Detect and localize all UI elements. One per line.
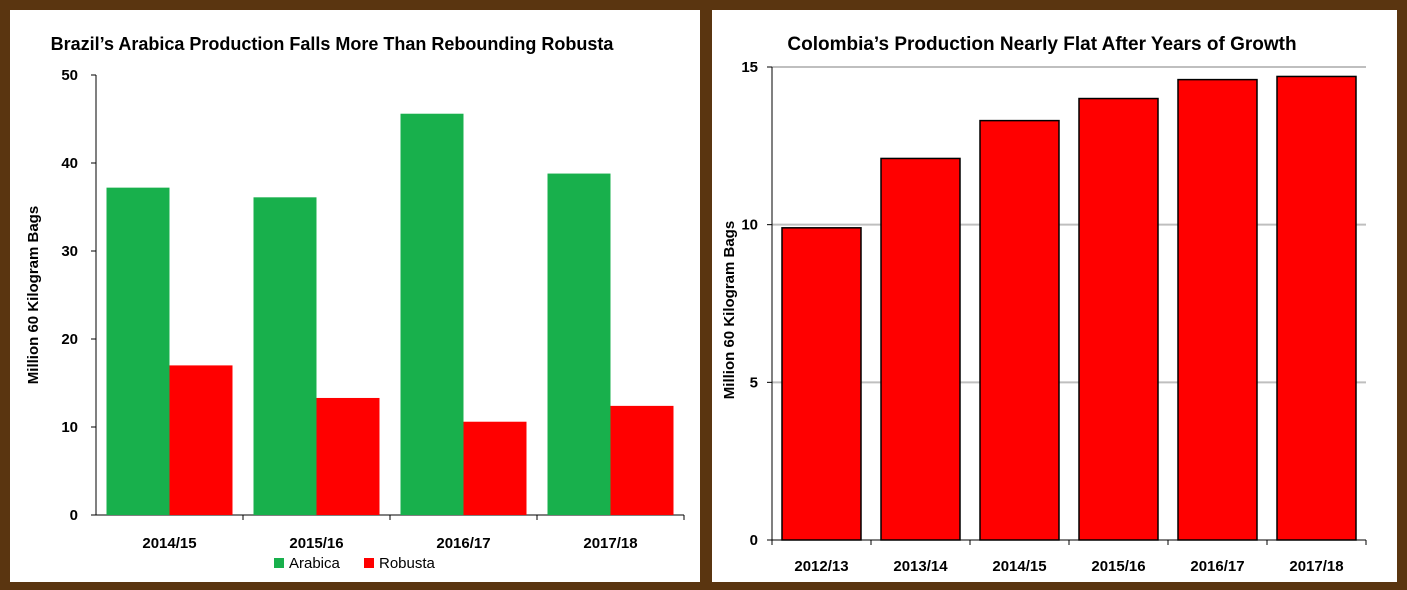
x-tick-label: 2013/14 — [893, 558, 948, 575]
x-tick-label: 2015/16 — [1091, 558, 1145, 575]
y-tick-label: 50 — [61, 67, 78, 84]
y-tick-label: 0 — [70, 507, 78, 524]
x-tick-label: 2015/16 — [289, 535, 343, 552]
y-tick-label: 5 — [750, 374, 758, 391]
x-tick-label: 2017/18 — [583, 535, 637, 552]
bar — [781, 227, 862, 541]
y-tick-label: 30 — [61, 243, 78, 260]
bar-robusta — [169, 365, 233, 515]
y-tick-label: 10 — [61, 419, 78, 436]
brazil-chart-panel: Brazil’s Arabica Production Falls More T… — [10, 10, 700, 582]
legend: Arabica Robusta — [274, 555, 436, 572]
y-tick-label: 40 — [61, 155, 78, 172]
bar-robusta — [610, 405, 674, 515]
bar-arabica — [400, 113, 464, 515]
y-axis-label: Million 60 Kilogram Bags — [721, 221, 738, 399]
x-tick-label: 2012/13 — [794, 558, 848, 575]
x-tick-label: 2016/17 — [1190, 558, 1244, 575]
bar — [880, 157, 961, 541]
y-tick-label: 20 — [61, 331, 78, 348]
bar-arabica — [547, 173, 611, 515]
colombia-chart-panel: Colombia’s Production Nearly Flat After … — [712, 10, 1397, 582]
bar — [1276, 75, 1357, 541]
x-tick-label: 2017/18 — [1289, 558, 1343, 575]
x-tick-label: 2014/15 — [142, 535, 196, 552]
legend-label-arabica: Arabica — [289, 555, 341, 572]
bar — [1177, 78, 1258, 541]
plot-area: 0 5 10 15 2012/13 2013/14 2014/15 2015/16 2016/1… — [741, 59, 1367, 575]
chart-title: Colombia’s Production Nearly Flat After … — [787, 34, 1296, 55]
bar-robusta — [316, 397, 380, 515]
y-tick-label: 15 — [741, 59, 758, 76]
legend-label-robusta: Robusta — [379, 555, 436, 572]
legend-swatch-arabica — [274, 558, 284, 568]
x-tick-label: 2016/17 — [436, 535, 490, 552]
brazil-chart: Brazil’s Arabica Production Falls More T… — [25, 34, 685, 572]
bar — [1078, 97, 1159, 541]
y-tick-label: 10 — [741, 217, 758, 234]
legend-swatch-robusta — [364, 558, 374, 568]
bar — [979, 119, 1060, 541]
bar-arabica — [106, 187, 170, 515]
y-tick-label: 0 — [750, 532, 758, 549]
x-tick-label: 2014/15 — [992, 558, 1046, 575]
plot-area: 0 10 20 30 40 50 2014/15 2015/16 2016/17 2017/18 — [61, 67, 685, 552]
chart-title: Brazil’s Arabica Production Falls More T… — [51, 34, 615, 54]
y-axis-label: Million 60 Kilogram Bags — [25, 206, 42, 384]
colombia-chart: Colombia’s Production Nearly Flat After … — [721, 34, 1367, 575]
bar-arabica — [253, 197, 317, 515]
bar-robusta — [463, 421, 527, 515]
